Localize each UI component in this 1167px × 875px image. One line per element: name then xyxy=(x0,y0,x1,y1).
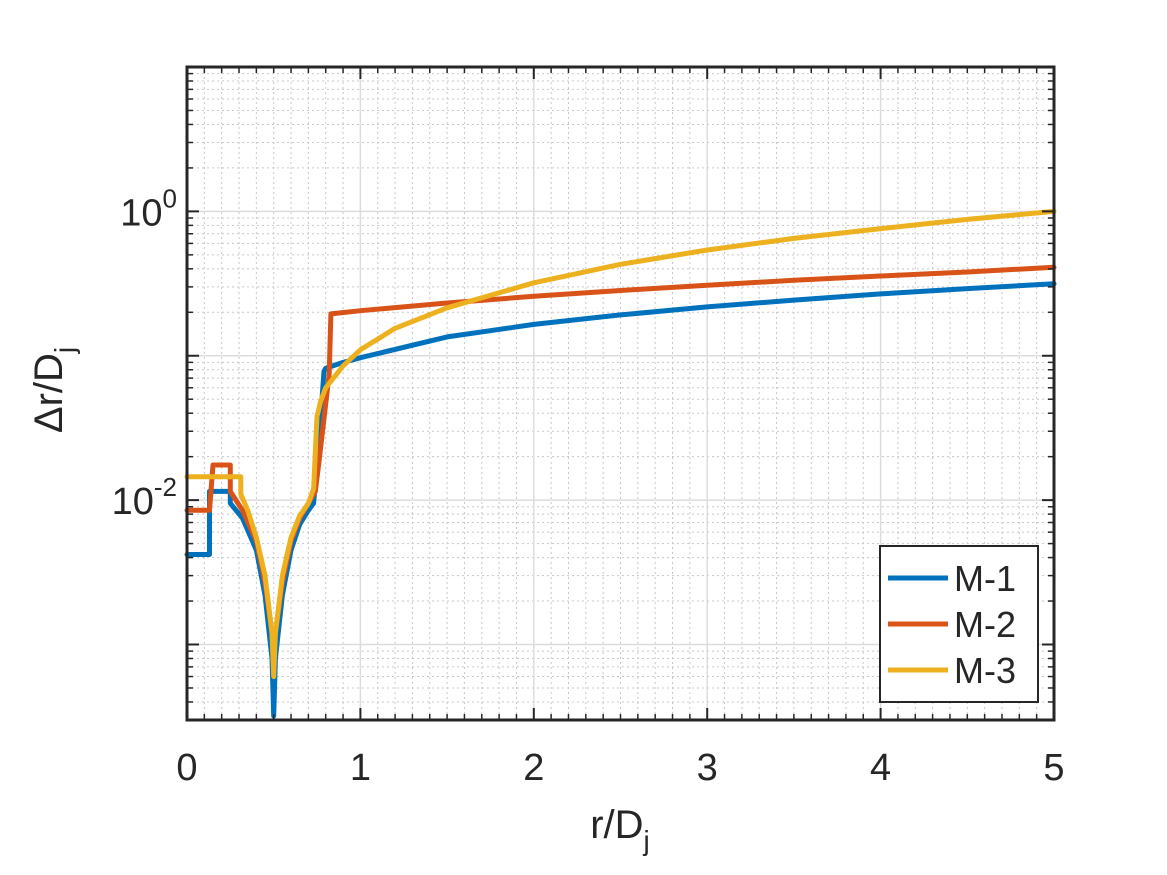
series-layer xyxy=(184,208,1057,719)
series-line-m3 xyxy=(184,208,1057,679)
y-axis-label-subscript: j xyxy=(49,347,80,354)
x-tick-label: 2 xyxy=(523,747,544,789)
x-tick-label: 1 xyxy=(350,747,371,789)
y-tick-label-exponent: -2 xyxy=(154,472,177,502)
y-tick-label: 100 xyxy=(120,183,177,234)
x-axis-label-subscript: j xyxy=(643,825,650,856)
y-axis-label: Δr/Dj xyxy=(27,347,80,433)
y-tick-label: 10-2 xyxy=(112,472,177,523)
series-line-m1 xyxy=(184,281,1057,719)
legend-label-m3: M-3 xyxy=(954,650,1016,691)
x-tick-label: 4 xyxy=(870,747,891,789)
legend-label-m2: M-2 xyxy=(954,604,1016,645)
axes-box xyxy=(185,65,1056,722)
minor-grid xyxy=(187,67,1054,721)
x-tick-label: 3 xyxy=(697,747,718,789)
x-tick-labels: 0 1 2 3 4 5 xyxy=(176,747,1064,789)
y-tick-label-exponent: 0 xyxy=(163,183,177,213)
x-axis-label-base: r/D xyxy=(590,803,643,847)
y-axis-label-base: Δr/D xyxy=(27,353,71,433)
y-tick-label-base: 10 xyxy=(120,192,162,234)
x-tick-label: 0 xyxy=(176,747,197,789)
legend: M-1 M-2 M-3 xyxy=(879,545,1039,703)
x-axis-label: r/Dj xyxy=(590,803,650,856)
legend-label-m1: M-1 xyxy=(954,558,1016,599)
y-tick-label-base: 10 xyxy=(112,481,154,523)
x-tick-label: 5 xyxy=(1043,747,1064,789)
